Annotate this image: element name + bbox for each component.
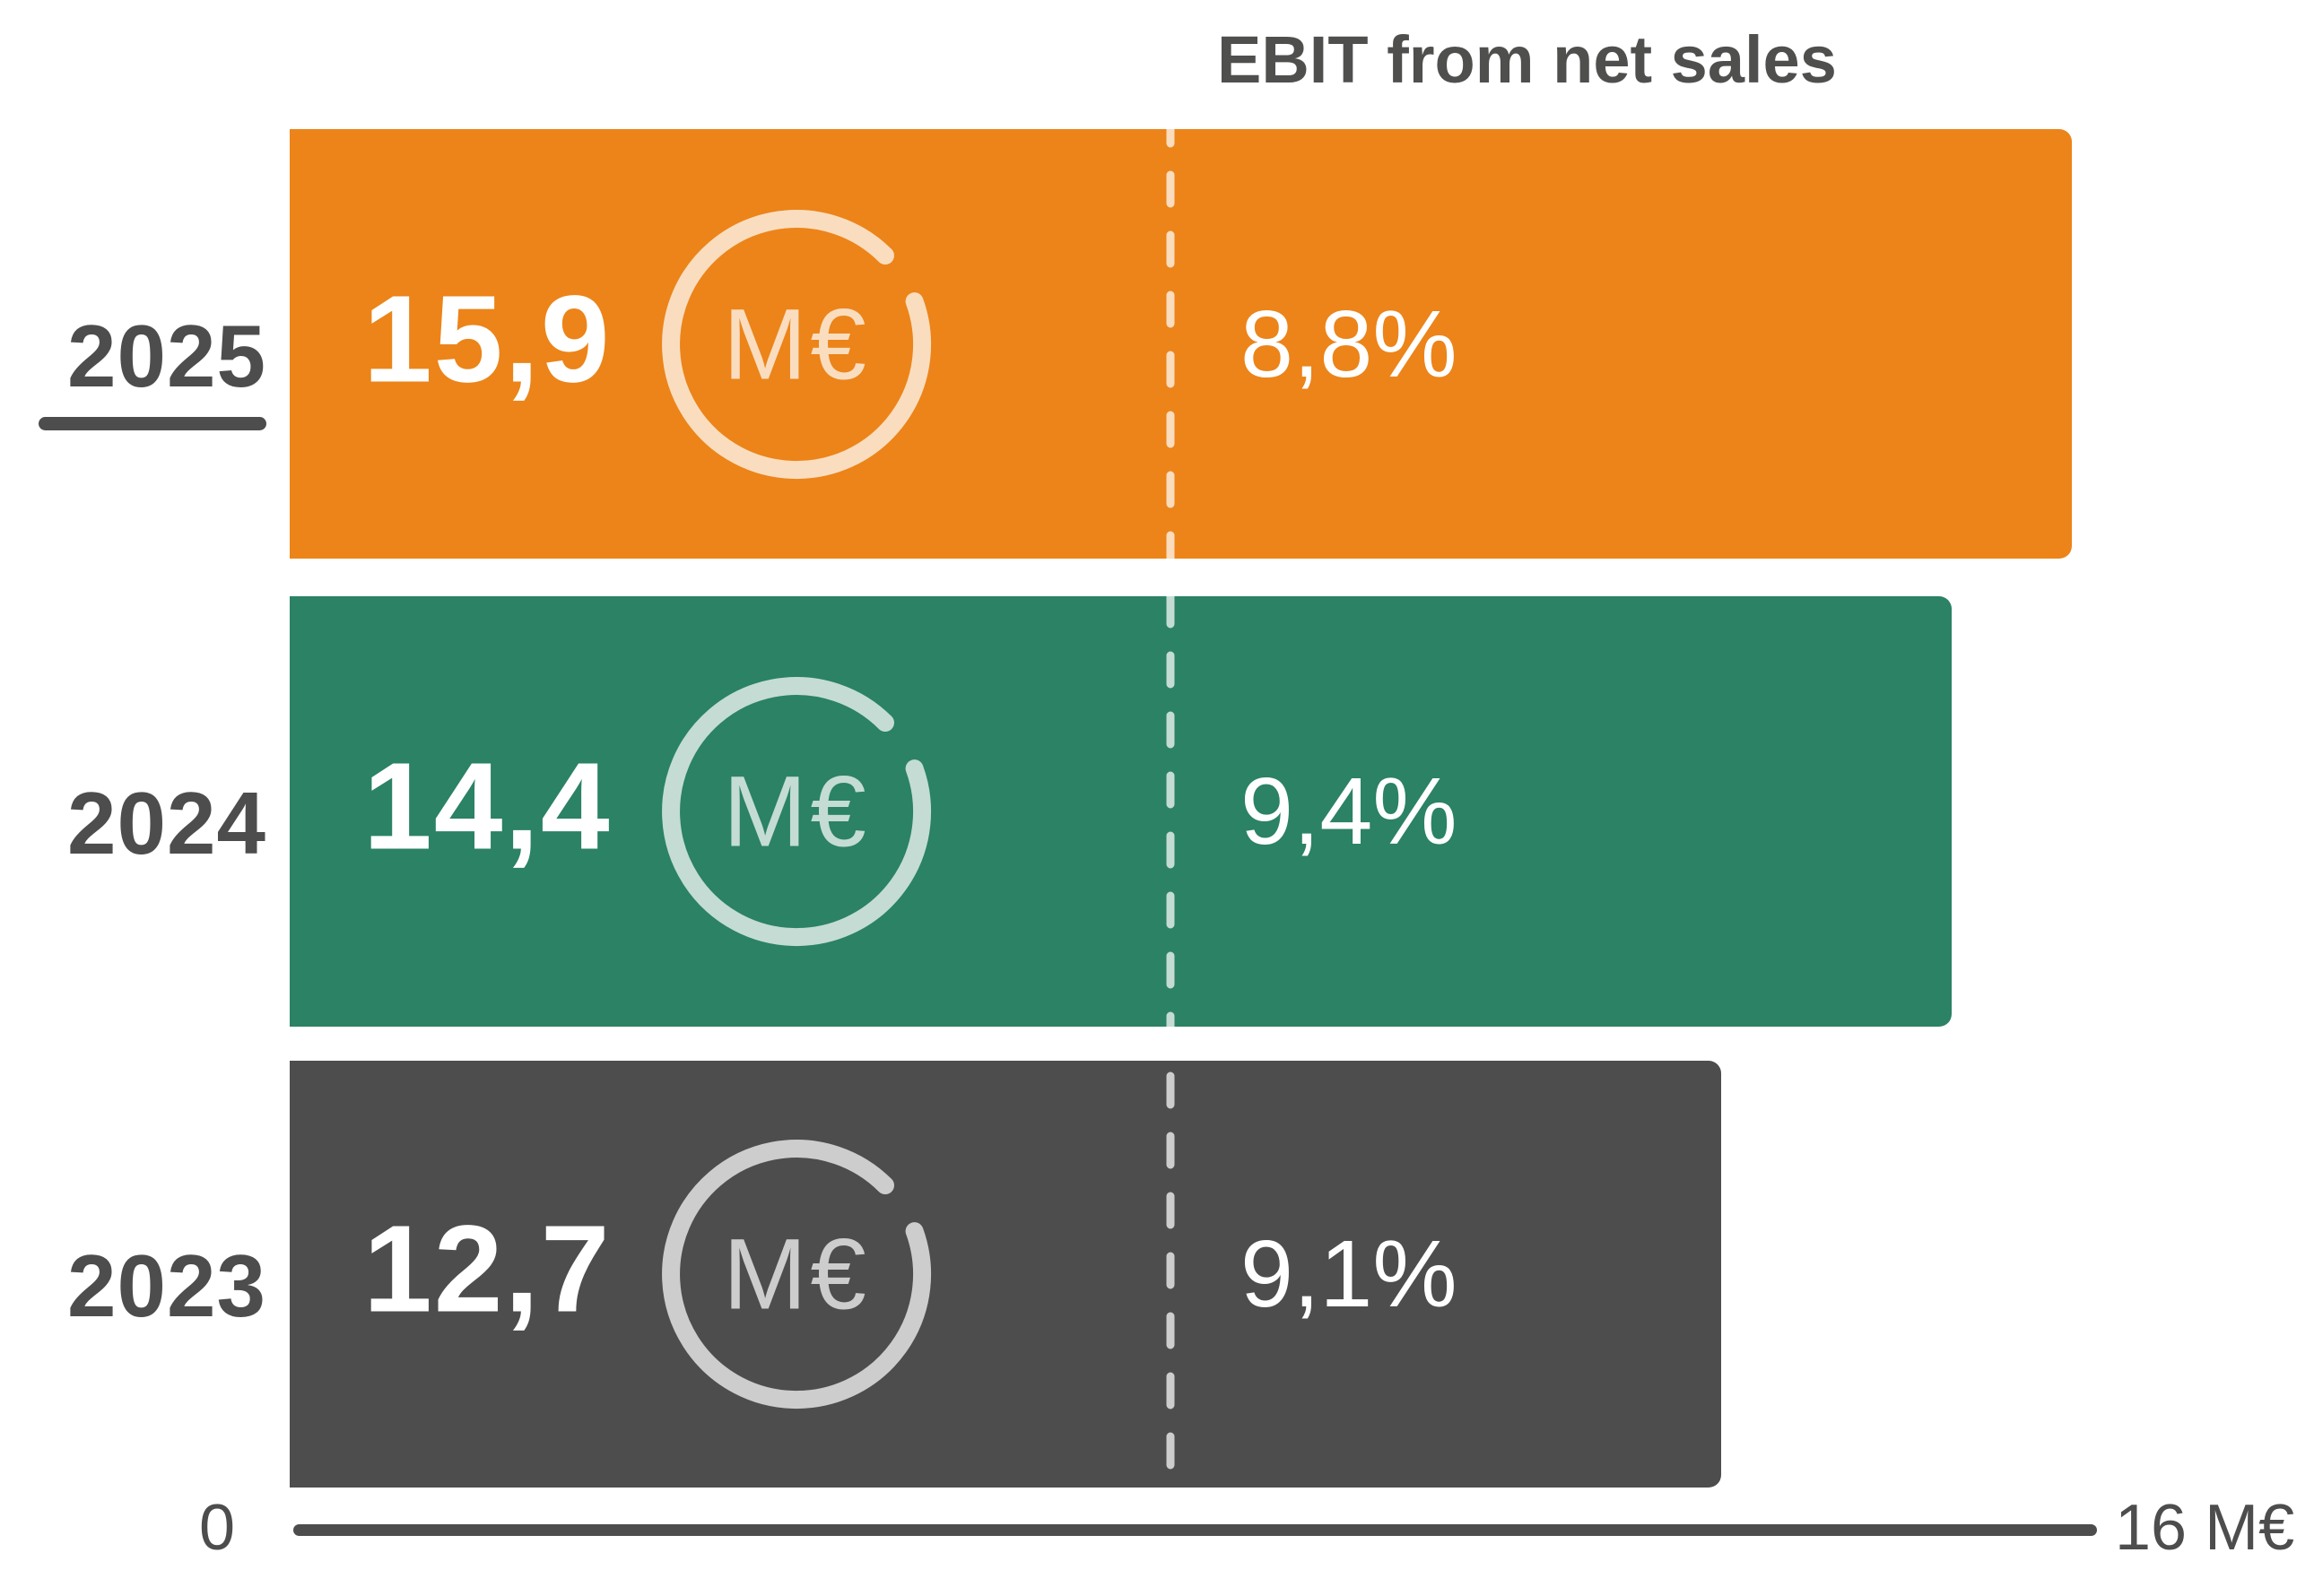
m-euro-circle-arc <box>662 1140 932 1410</box>
ebit-percent-label: 8,8% <box>1240 291 1457 397</box>
bar-2025: 15,9 M€ 8,8% <box>290 129 2072 559</box>
net-sales-value-label: 15,9 <box>363 269 612 408</box>
m-euro-icon: M€ <box>653 668 940 955</box>
year-label-2023: 2023 <box>66 1236 266 1335</box>
m-euro-icon: M€ <box>653 1131 940 1418</box>
net-sales-value-label: 14,4 <box>363 737 612 876</box>
active-year-underline <box>39 417 266 430</box>
x-axis-line <box>293 1524 2097 1536</box>
x-axis-zero-label: 0 <box>198 1492 235 1564</box>
m-euro-circle-arc <box>662 209 932 479</box>
ebit-percent-label: 9,1% <box>1240 1221 1457 1327</box>
year-label-2025: 2025 <box>66 307 266 405</box>
m-euro-circle-arc <box>662 677 932 947</box>
bar-2024: 14,4 M€ 9,4% <box>290 596 1952 1027</box>
m-euro-icon-label: M€ <box>723 288 870 400</box>
m-euro-icon: M€ <box>653 201 940 488</box>
ebit-percent-label: 9,4% <box>1240 759 1457 864</box>
year-label-2024: 2024 <box>66 774 266 872</box>
m-euro-icon-label: M€ <box>723 756 870 868</box>
m-euro-icon-label: M€ <box>723 1219 870 1331</box>
chart-title: EBIT from net sales <box>1217 22 1837 97</box>
x-axis-max-label: 16 M€ <box>2115 1492 2295 1564</box>
net-sales-value-label: 12,7 <box>363 1200 612 1339</box>
bar-2023: 12,7 M€ 9,1% <box>290 1061 1721 1488</box>
